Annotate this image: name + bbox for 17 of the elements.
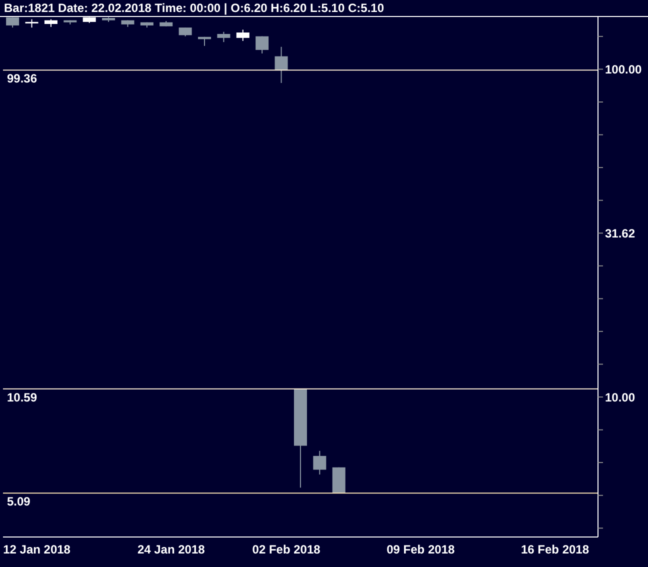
candlestick (236, 29, 250, 42)
ref-line-label: 10.59 (7, 390, 38, 404)
ref-line-label: 99.36 (7, 72, 38, 86)
x-tick-label: 09 Feb 2018 (386, 542, 456, 557)
candlestick (313, 450, 326, 476)
candlestick (256, 36, 269, 54)
x-tick-label: 02 Feb 2018 (252, 542, 321, 557)
x-tick-label: 16 Feb 2018 (520, 542, 590, 557)
x-tick-label: 12 Jan 2018 (3, 542, 71, 557)
ref-line-label: 5.09 (7, 494, 31, 509)
candlestick (217, 31, 230, 43)
y-tick-label: 10.00 (605, 390, 636, 404)
y-tick-label: 100.00 (605, 62, 642, 76)
candlestick (274, 46, 288, 84)
y-tick-label: 31.62 (605, 226, 636, 240)
chart-title: Bar:1821 Date: 22.02.2018 Time: 00:00 | O:6.20 H:6.20 L:5.10 C:5.10 (0, 0, 648, 17)
x-tick-label: 24 Jan 2018 (137, 542, 206, 557)
